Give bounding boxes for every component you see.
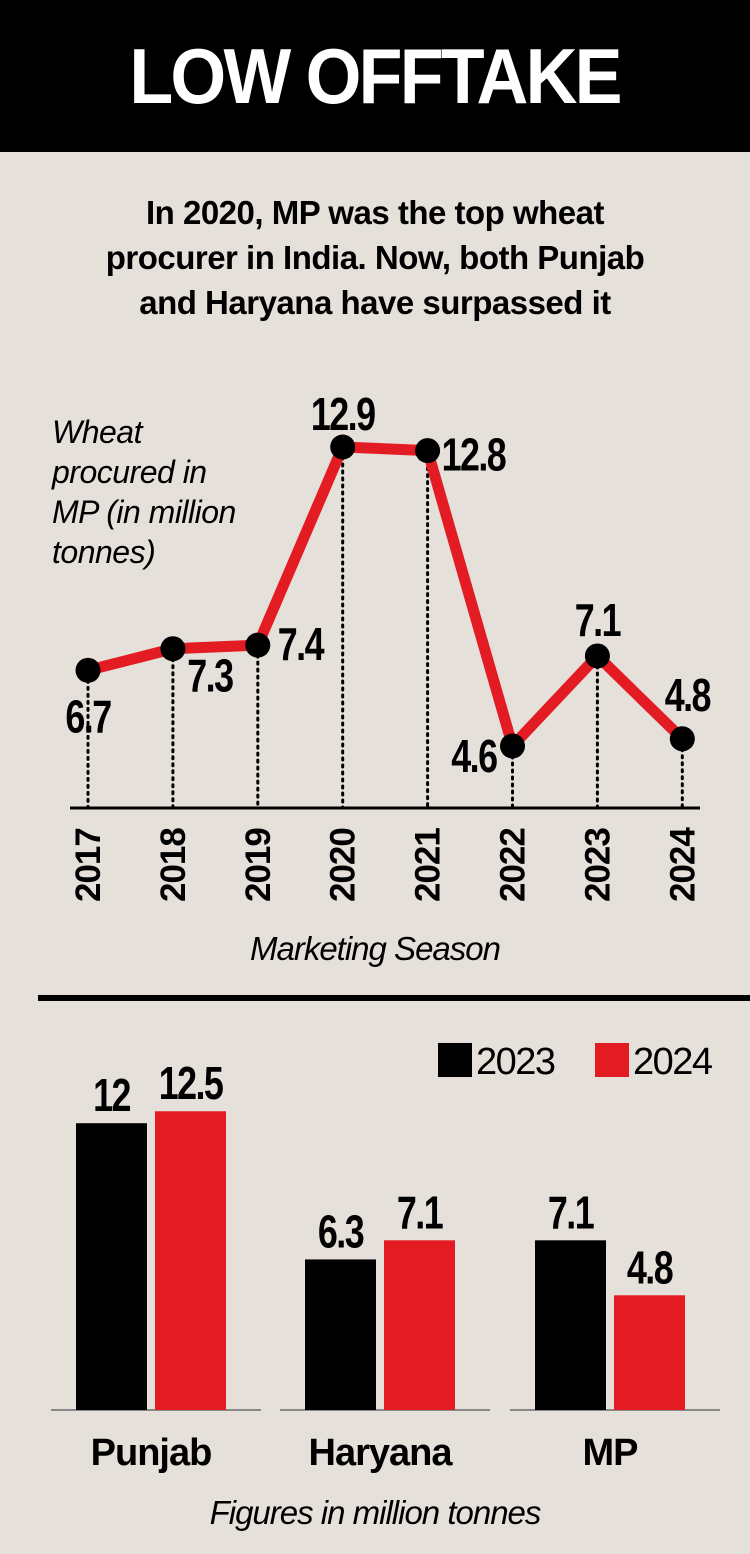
bar-punjab-2024 [155, 1111, 226, 1410]
x-tick-label-2022: 2022 [494, 828, 533, 902]
section-divider [38, 995, 750, 1001]
series-line-mp [86, 441, 687, 752]
data-point-2023 [584, 643, 610, 669]
data-point-2022 [500, 733, 525, 759]
line-chart-ylabel: Wheat procured in MP (in million tonnes) [52, 412, 236, 572]
data-point-2019 [245, 632, 271, 658]
legend-label-2023: 2023 [476, 1041, 555, 1083]
data-label-2022: 4.6 [451, 731, 497, 782]
bar-haryana-2023 [305, 1259, 376, 1410]
bar-label-punjab-2023: 12 [93, 1070, 131, 1121]
data-point-2018 [160, 636, 186, 662]
bar-punjab-2023 [76, 1123, 147, 1410]
x-tick-label-2019: 2019 [239, 828, 278, 902]
data-point-2024 [669, 726, 695, 752]
x-tick-label-2020: 2020 [324, 828, 363, 902]
ylabel-line: Wheat [52, 414, 142, 450]
legend-swatch-2024 [595, 1043, 629, 1077]
category-label-punjab: Punjab [91, 1432, 212, 1474]
bar-label-mp-2024: 4.8 [627, 1242, 673, 1293]
page-title: LOW OFFTAKE [129, 31, 623, 120]
data-label-2019: 7.4 [278, 619, 325, 670]
subtitle-line: and Haryana have surpassed it [139, 284, 611, 321]
bar-label-haryana-2023: 6.3 [318, 1206, 364, 1257]
subtitle-line: procurer in India. Now, both Punjab [105, 239, 645, 276]
x-tick-label-2021: 2021 [409, 828, 448, 902]
line-chart-xlabel: Marketing Season [250, 930, 501, 967]
bar-mp-2023 [535, 1240, 606, 1410]
subtitle: In 2020, MP was the top wheat procurer i… [0, 190, 750, 325]
bar-mp-2024 [614, 1295, 685, 1410]
data-label-2018: 7.3 [187, 650, 233, 701]
ylabel-line: procured in [52, 454, 207, 490]
data-point-2021 [415, 438, 441, 464]
data-label-2024: 4.8 [665, 670, 711, 721]
bar-chart-note: Figures in million tonnes [209, 1494, 542, 1531]
bar-haryana-2024 [384, 1240, 455, 1410]
ylabel-line: tonnes) [52, 534, 156, 570]
data-point-2020 [330, 434, 356, 460]
data-label-2017: 6.7 [65, 691, 111, 742]
x-tick-label-2018: 2018 [154, 828, 193, 902]
legend-label-2024: 2024 [633, 1041, 713, 1083]
ylabel-line: MP (in million [52, 494, 236, 530]
legend-swatch-2023 [438, 1043, 472, 1077]
header-banner: LOW OFFTAKE [0, 0, 750, 152]
x-tick-label-2017: 2017 [69, 828, 108, 902]
category-label-mp: MP [583, 1432, 639, 1474]
x-tick-label-2024: 2024 [663, 827, 702, 902]
data-label-2023: 7.1 [575, 595, 621, 646]
bar-label-haryana-2024: 7.1 [397, 1187, 443, 1238]
bar-label-punjab-2024: 12.5 [159, 1058, 223, 1109]
data-label-2021: 12.8 [442, 429, 506, 480]
category-label-haryana: Haryana [309, 1432, 454, 1474]
subtitle-line: In 2020, MP was the top wheat [145, 194, 605, 231]
data-point-2017 [75, 657, 101, 683]
x-tick-label-2023: 2023 [578, 828, 617, 902]
data-label-2020: 12.9 [311, 389, 375, 440]
bar-label-mp-2023: 7.1 [548, 1187, 594, 1238]
